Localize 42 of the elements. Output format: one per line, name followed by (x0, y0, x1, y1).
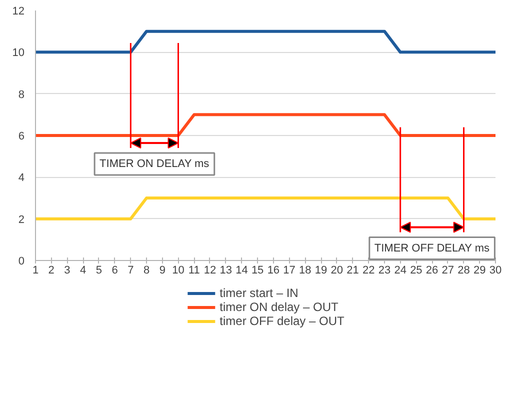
y-tick-label: 6 (18, 130, 25, 142)
x-tick-label: 29 (474, 264, 486, 276)
y-tick-label: 8 (18, 88, 25, 101)
y-tick-label: 10 (12, 47, 25, 60)
x-tick-label: 4 (80, 264, 86, 276)
x-tick-label: 26 (426, 264, 438, 276)
x-tick-label: 2 (48, 264, 54, 276)
x-tick-label: 25 (410, 264, 422, 276)
x-tick-label: 16 (267, 264, 280, 276)
y-tick-label: 2 (18, 214, 25, 226)
y-tick-label: 4 (18, 172, 25, 184)
x-tick-label: 11 (188, 264, 200, 276)
x-tick-label: 8 (143, 264, 150, 276)
legend-label: timer start – IN (220, 286, 298, 300)
x-tick-label: 14 (236, 264, 248, 276)
y-tick-label: 12 (12, 6, 25, 18)
x-tick-label: 28 (458, 264, 470, 276)
y-tick-label: 0 (18, 256, 25, 268)
x-tick-label: 13 (220, 264, 232, 276)
x-tick-label: 15 (251, 264, 264, 276)
x-tick-label: 22 (362, 264, 375, 276)
x-tick-label: 7 (128, 264, 134, 276)
x-tick-label: 19 (314, 264, 328, 276)
x-tick-label: 20 (330, 264, 344, 276)
x-tick-label: 24 (394, 264, 406, 276)
x-tick-label: 17 (283, 264, 296, 276)
annotation: TIMER ON DELAY ms (100, 158, 210, 170)
x-tick-label: 12 (204, 264, 216, 276)
x-tick-label: 6 (112, 264, 118, 276)
x-tick-label: 5 (96, 264, 102, 276)
annotation: TIMER OFF DELAY ms (374, 242, 490, 254)
legend-label: timer ON delay – OUT (220, 300, 338, 314)
x-tick-label: 9 (159, 264, 166, 276)
x-tick-label: 23 (378, 264, 391, 276)
x-tick-label: 18 (299, 264, 312, 276)
x-tick-label: 27 (442, 264, 454, 276)
x-tick-label: 3 (64, 264, 70, 276)
x-tick-label: 1 (32, 264, 39, 276)
x-tick-label: 30 (489, 264, 502, 276)
x-tick-label: 21 (346, 264, 359, 276)
legend-label: timer OFF delay – OUT (220, 314, 344, 328)
x-tick-label: 10 (172, 264, 184, 276)
